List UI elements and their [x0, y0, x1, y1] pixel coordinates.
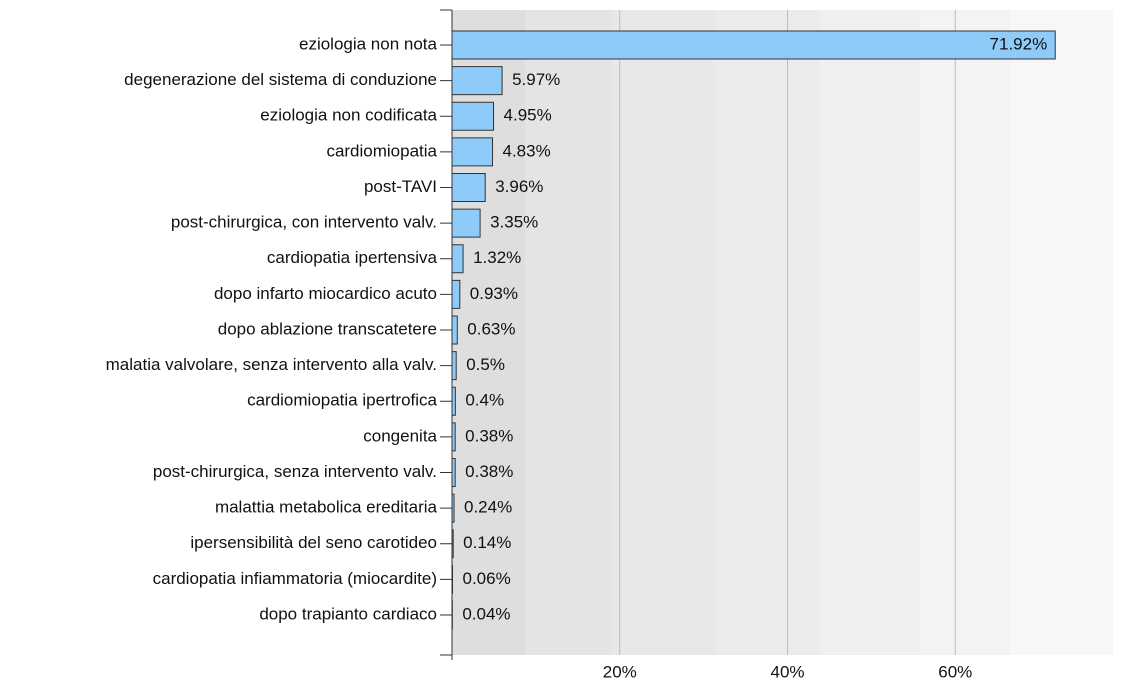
value-label: 0.63% — [467, 319, 515, 338]
bar — [451, 137, 494, 167]
category-label: degenerazione del sistema di conduzione — [124, 70, 437, 89]
category-label: dopo trapianto cardiaco — [259, 604, 437, 623]
category-label: cardiopatia ipertensiva — [267, 248, 438, 267]
category-label: cardiomiopatia ipertrofica — [247, 391, 437, 410]
value-label: 0.38% — [465, 426, 513, 445]
value-label: 0.24% — [464, 498, 512, 517]
value-label: 0.06% — [463, 569, 511, 588]
value-label: 5.97% — [512, 70, 560, 89]
bar — [451, 351, 457, 381]
x-tick-label: 60% — [938, 662, 972, 681]
bar — [451, 101, 495, 131]
bar — [451, 244, 464, 274]
category-label: post-chirurgica, con intervento valv. — [171, 213, 437, 232]
value-label: 1.32% — [473, 248, 521, 267]
bar — [451, 173, 486, 202]
bar — [451, 30, 1056, 60]
value-label: 0.14% — [463, 533, 511, 552]
category-label: congenita — [363, 426, 437, 445]
bar — [451, 422, 456, 452]
category-label: eziologia non codificata — [260, 106, 437, 125]
value-label: 4.95% — [504, 106, 552, 125]
category-label: dopo infarto miocardico acuto — [214, 284, 437, 303]
plot-background — [452, 10, 1113, 655]
x-tick-label: 20% — [603, 662, 637, 681]
value-label: 3.96% — [495, 177, 543, 196]
value-label: 4.83% — [503, 141, 551, 160]
category-label: malattia metabolica ereditaria — [215, 498, 438, 517]
bar — [451, 66, 503, 96]
bar — [451, 529, 454, 559]
bar — [451, 279, 461, 309]
category-label: cardiomiopatia — [326, 141, 437, 160]
x-tick-label: 40% — [770, 662, 804, 681]
category-label: eziologia non nota — [299, 34, 438, 53]
bar — [451, 315, 458, 345]
category-label: ipersensibilità del seno carotideo — [190, 533, 437, 552]
bar — [451, 458, 456, 487]
value-label: 0.04% — [462, 604, 510, 623]
bar — [451, 493, 455, 523]
category-label: post-TAVI — [364, 177, 437, 196]
value-label: 0.93% — [470, 284, 518, 303]
value-label: 0.5% — [466, 355, 505, 374]
category-label: dopo ablazione transcatetere — [218, 319, 437, 338]
bar — [451, 208, 481, 238]
value-label: 3.35% — [490, 213, 538, 232]
value-label: 0.38% — [465, 462, 513, 481]
value-label: 0.4% — [465, 391, 504, 410]
category-label: malatia valvolare, senza intervento alla… — [106, 355, 437, 374]
bar — [451, 386, 456, 416]
category-label: post-chirurgica, senza intervento valv. — [153, 462, 437, 481]
bar — [451, 564, 454, 594]
value-label: 71.92% — [990, 34, 1048, 53]
category-label: cardiopatia infiammatoria (miocardite) — [153, 569, 437, 588]
